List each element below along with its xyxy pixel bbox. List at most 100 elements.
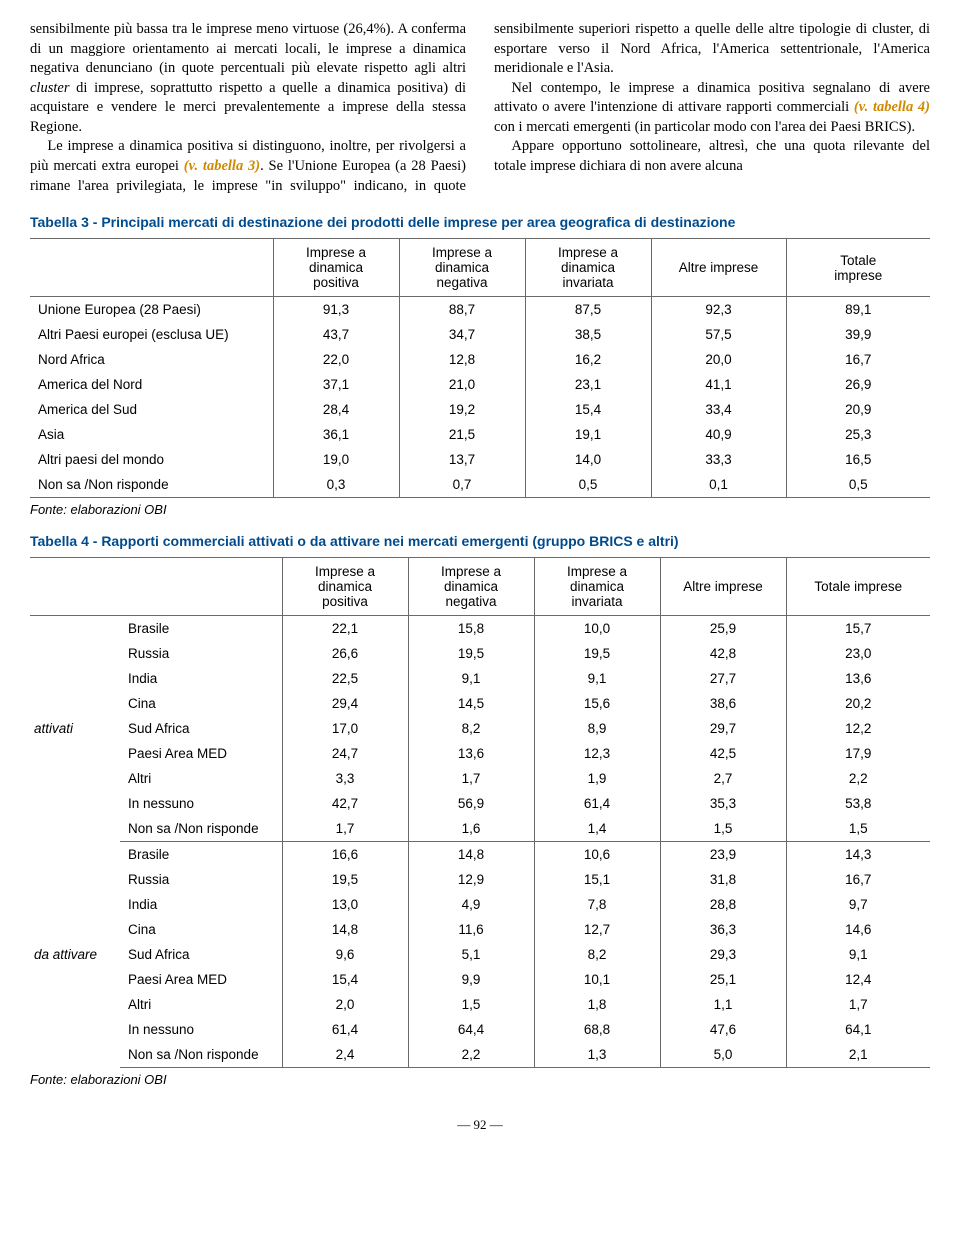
cell: 64,4 <box>408 1017 534 1042</box>
cell: 42,5 <box>660 741 786 766</box>
cell: 1,9 <box>534 766 660 791</box>
table3-header-row: Imprese adinamicapositiva Imprese adinam… <box>30 239 930 297</box>
cell: 22,5 <box>282 666 408 691</box>
cell: 19,1 <box>525 422 651 447</box>
cell: 4,9 <box>408 892 534 917</box>
cell: 8,9 <box>534 716 660 741</box>
cell: 0,5 <box>786 472 930 498</box>
cell: 29,3 <box>660 942 786 967</box>
cell: 38,5 <box>525 322 651 347</box>
cell: 2,0 <box>282 992 408 1017</box>
cell: 17,9 <box>786 741 930 766</box>
table4-h-blank2 <box>120 558 282 616</box>
table-row: America del Sud28,419,215,433,420,9 <box>30 397 930 422</box>
cell: 42,8 <box>660 641 786 666</box>
cell: 0,7 <box>399 472 525 498</box>
cell: 25,9 <box>660 616 786 642</box>
cell: 10,6 <box>534 842 660 868</box>
cell: 12,4 <box>786 967 930 992</box>
cell: 12,3 <box>534 741 660 766</box>
row-label: Paesi Area MED <box>120 741 282 766</box>
cell: 2,2 <box>408 1042 534 1068</box>
table3-h2: Imprese adinamicainvariata <box>525 239 651 297</box>
table3-h0: Imprese adinamicapositiva <box>273 239 399 297</box>
table3-source: Fonte: elaborazioni OBI <box>30 502 930 517</box>
cell: 42,7 <box>282 791 408 816</box>
row-label: Brasile <box>120 616 282 642</box>
cell: 19,0 <box>273 447 399 472</box>
cell: 57,5 <box>651 322 786 347</box>
cell: 22,0 <box>273 347 399 372</box>
cell: 5,1 <box>408 942 534 967</box>
cell: 29,7 <box>660 716 786 741</box>
table-row: India22,59,19,127,713,6 <box>30 666 930 691</box>
cell: 1,3 <box>534 1042 660 1068</box>
table-row: Paesi Area MED24,713,612,342,517,9 <box>30 741 930 766</box>
cell: 25,1 <box>660 967 786 992</box>
cell: 9,6 <box>282 942 408 967</box>
cell: 2,1 <box>786 1042 930 1068</box>
row-label: In nessuno <box>120 791 282 816</box>
row-label: Non sa /Non risponde <box>120 1042 282 1068</box>
para1a: sensibilmente più bassa tra le imprese m… <box>30 21 466 76</box>
cell: 26,9 <box>786 372 930 397</box>
cell: 33,4 <box>651 397 786 422</box>
table4-h2: Imprese adinamicainvariata <box>534 558 660 616</box>
cell: 9,1 <box>534 666 660 691</box>
cell: 23,9 <box>660 842 786 868</box>
cell: 8,2 <box>408 716 534 741</box>
cell: 17,0 <box>282 716 408 741</box>
table-row: Sud Africa17,08,28,929,712,2 <box>30 716 930 741</box>
row-label: America del Nord <box>30 372 273 397</box>
row-label: Sud Africa <box>120 716 282 741</box>
cell: 34,7 <box>399 322 525 347</box>
table-row: Cina14,811,612,736,314,6 <box>30 917 930 942</box>
table-row: Cina29,414,515,638,620,2 <box>30 691 930 716</box>
table-row: In nessuno42,756,961,435,353,8 <box>30 791 930 816</box>
cell: 15,4 <box>525 397 651 422</box>
cell: 29,4 <box>282 691 408 716</box>
cell: 0,3 <box>273 472 399 498</box>
table3-h4: Totaleimprese <box>786 239 930 297</box>
row-label: Unione Europea (28 Paesi) <box>30 297 273 323</box>
table-row: Non sa /Non risponde0,30,70,50,10,5 <box>30 472 930 498</box>
table-row: America del Nord37,121,023,141,126,9 <box>30 372 930 397</box>
cell: 0,1 <box>651 472 786 498</box>
cell: 0,5 <box>525 472 651 498</box>
cell: 21,5 <box>399 422 525 447</box>
cell: 21,0 <box>399 372 525 397</box>
cell: 15,7 <box>786 616 930 642</box>
row-label: Asia <box>30 422 273 447</box>
row-label: Altri <box>120 766 282 791</box>
group-label: da attivare <box>30 842 120 1068</box>
table-row: India13,04,97,828,89,7 <box>30 892 930 917</box>
cell: 14,8 <box>282 917 408 942</box>
cell: 16,5 <box>786 447 930 472</box>
row-label: Russia <box>120 867 282 892</box>
para3b: con i mercati emergenti (in particolar m… <box>494 119 915 135</box>
table-row: Asia36,121,519,140,925,3 <box>30 422 930 447</box>
table4-h4: Totale imprese <box>786 558 930 616</box>
cell: 36,1 <box>273 422 399 447</box>
cell: 8,2 <box>534 942 660 967</box>
cell: 14,5 <box>408 691 534 716</box>
group-label: attivati <box>30 616 120 842</box>
cell: 1,4 <box>534 816 660 842</box>
cell: 53,8 <box>786 791 930 816</box>
table3-h-empty <box>30 239 273 297</box>
cell: 16,6 <box>282 842 408 868</box>
cell: 1,7 <box>786 992 930 1017</box>
cell: 1,7 <box>408 766 534 791</box>
cell: 9,9 <box>408 967 534 992</box>
cell: 35,3 <box>660 791 786 816</box>
cell: 1,8 <box>534 992 660 1017</box>
cell: 11,6 <box>408 917 534 942</box>
row-label: Non sa /Non risponde <box>30 472 273 498</box>
row-label: In nessuno <box>120 1017 282 1042</box>
cell: 23,0 <box>786 641 930 666</box>
table4-header-row: Imprese adinamicapositiva Imprese adinam… <box>30 558 930 616</box>
cell: 5,0 <box>660 1042 786 1068</box>
row-label: Non sa /Non risponde <box>120 816 282 842</box>
table-row: In nessuno61,464,468,847,664,1 <box>30 1017 930 1042</box>
cell: 1,6 <box>408 816 534 842</box>
